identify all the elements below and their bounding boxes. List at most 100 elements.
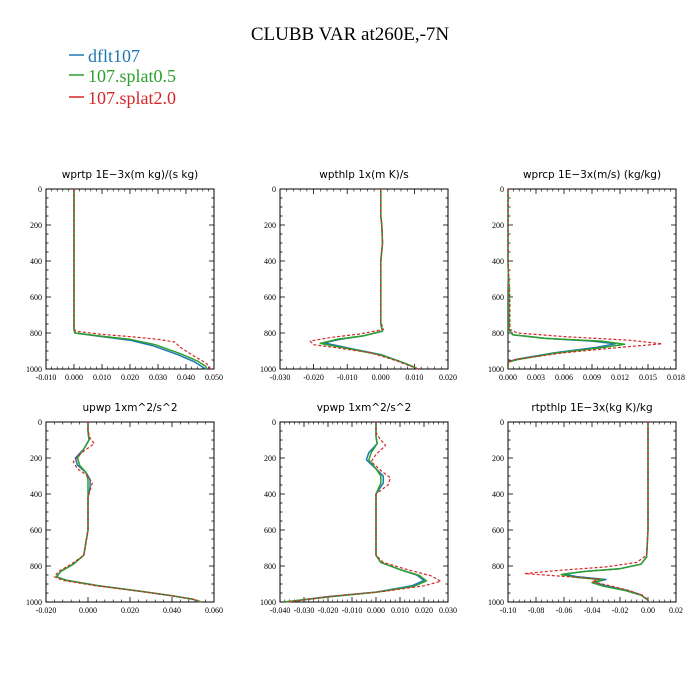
x-tick-label: -0.010 <box>36 373 57 382</box>
panel-6: rtpthlp 1E−3x(kg K)/kg02004006008001000-… <box>488 402 683 615</box>
series-line-107-splat0-5 <box>560 422 649 602</box>
x-tick-label: 0.000 <box>372 373 390 382</box>
y-tick-label: 1000 <box>26 365 42 374</box>
y-tick-label: 1000 <box>488 598 504 607</box>
y-tick-label: 0 <box>38 185 42 194</box>
y-tick-label: 1000 <box>26 598 42 607</box>
panel-title: vpwp 1xm^2/s^2 <box>317 402 412 414</box>
series-line-dflt107 <box>563 422 649 602</box>
series-line-dflt107 <box>55 422 200 603</box>
panel-title: wpthlp 1x(m K)/s <box>319 169 409 181</box>
x-tick-label: -0.020 <box>303 373 324 382</box>
legend-label-splat05: 107.splat0.5 <box>88 66 176 86</box>
chart-panels: wprtp 1E−3x(m kg)/(s kg) 0 200 400 600 800 100… <box>26 169 685 615</box>
x-tick-label: -0.010 <box>342 606 363 615</box>
figure-title: CLUBB VAR at260E,-7N <box>251 24 450 45</box>
series-line-dflt107 <box>284 422 425 603</box>
x-tick-label: -0.020 <box>318 606 339 615</box>
panel-title: wprcp 1E−3x(m/s) (kg/kg) <box>523 169 661 181</box>
x-tick-label: 0.020 <box>121 606 139 615</box>
series-line-107-splat2-0 <box>524 422 649 602</box>
y-tick-label: 0 <box>500 185 504 194</box>
x-tick-label: 0.030 <box>149 373 167 382</box>
x-tick-label: 0.003 <box>527 373 545 382</box>
y-tick-label: 800 <box>492 329 504 338</box>
series-line-107-splat0-5 <box>319 189 419 370</box>
plot-frame <box>507 421 677 603</box>
x-tick-label: -0.040 <box>270 606 291 615</box>
legend-entry-splat20: 107.splat2.0 <box>69 88 176 108</box>
y-tick-label: 400 <box>30 257 42 266</box>
legend: dflt107 107.splat0.5 107.splat2.0 <box>69 46 176 108</box>
x-tick-label: -0.10 <box>500 606 517 615</box>
series-line-107-splat2-0 <box>507 189 663 369</box>
y-tick-label: 600 <box>264 526 276 535</box>
y-tick-label: 600 <box>30 293 42 302</box>
plot-frame <box>45 421 215 603</box>
x-tick-label: -0.010 <box>337 373 358 382</box>
y-tick-label: 600 <box>30 526 42 535</box>
panel-2: wpthlp 1x(m K)/s 0 200 400 600 800 1000-0.030 -… <box>260 169 457 382</box>
series-line-107-splat0-5 <box>55 422 202 603</box>
x-tick-label: 0.00 <box>641 606 655 615</box>
series-line-107-splat2-0 <box>53 422 202 603</box>
y-tick-label: 600 <box>264 293 276 302</box>
y-tick-label: 400 <box>264 490 276 499</box>
legend-label-dflt107: dflt107 <box>88 46 140 66</box>
x-tick-label: 0.040 <box>163 606 181 615</box>
panel-title: wprtp 1E−3x(m kg)/(s kg) <box>62 169 199 181</box>
series-line-dflt107 <box>322 189 419 370</box>
y-tick-label: 600 <box>492 293 504 302</box>
y-tick-label: 1000 <box>488 365 504 374</box>
legend-entry-dflt107: dflt107 <box>69 46 140 66</box>
plot-frame <box>279 188 449 370</box>
x-tick-label: 0.000 <box>79 606 97 615</box>
x-tick-label: 0.020 <box>121 373 139 382</box>
y-tick-label: 800 <box>492 562 504 571</box>
legend-entry-splat05: 107.splat0.5 <box>69 66 176 86</box>
y-tick-label: 1000 <box>260 598 276 607</box>
x-tick-label: -0.030 <box>270 373 291 382</box>
y-tick-label: 400 <box>264 257 276 266</box>
y-tick-label: 800 <box>30 562 42 571</box>
series-line-107-splat0-5 <box>507 189 626 369</box>
x-tick-label: 0.010 <box>93 373 111 382</box>
x-tick-label: 0.018 <box>667 373 685 382</box>
x-tick-label: -0.02 <box>612 606 629 615</box>
y-tick-label: 0 <box>38 418 42 427</box>
y-tick-label: 800 <box>30 329 42 338</box>
y-tick-label: 1000 <box>260 365 276 374</box>
x-tick-label: -0.04 <box>584 606 601 615</box>
y-tick-label: 600 <box>492 526 504 535</box>
series-line-107-splat2-0 <box>309 189 419 370</box>
x-tick-label: 0.02 <box>669 606 683 615</box>
panel-title: upwp 1xm^2/s^2 <box>83 402 178 414</box>
y-tick-label: 200 <box>30 221 42 230</box>
panel-4: upwp 1xm^2/s^2 0 200 400 600 800 1000-0.020 0.0… <box>26 402 223 615</box>
y-tick-label: 400 <box>30 490 42 499</box>
x-tick-label: 0.006 <box>555 373 573 382</box>
x-tick-label: 0.000 <box>499 373 517 382</box>
y-tick-label: 800 <box>264 562 276 571</box>
x-tick-label: -0.020 <box>36 606 57 615</box>
x-tick-label: -0.08 <box>528 606 545 615</box>
y-tick-label: 400 <box>492 257 504 266</box>
y-tick-label: 400 <box>492 490 504 499</box>
y-tick-label: 200 <box>264 221 276 230</box>
x-tick-label: 0.040 <box>177 373 195 382</box>
x-tick-label: 0.010 <box>391 606 409 615</box>
y-tick-label: 200 <box>264 454 276 463</box>
x-tick-label: 0.020 <box>415 606 433 615</box>
plot-frame <box>279 421 449 603</box>
plot-frame <box>45 188 215 370</box>
x-tick-label: 0.012 <box>611 373 629 382</box>
x-tick-label: 0.060 <box>205 606 223 615</box>
x-tick-label: 0.030 <box>439 606 457 615</box>
x-tick-label: -0.030 <box>294 606 315 615</box>
y-tick-label: 0 <box>500 418 504 427</box>
x-tick-label: -0.06 <box>556 606 573 615</box>
x-tick-label: 0.050 <box>205 373 223 382</box>
y-tick-label: 200 <box>30 454 42 463</box>
